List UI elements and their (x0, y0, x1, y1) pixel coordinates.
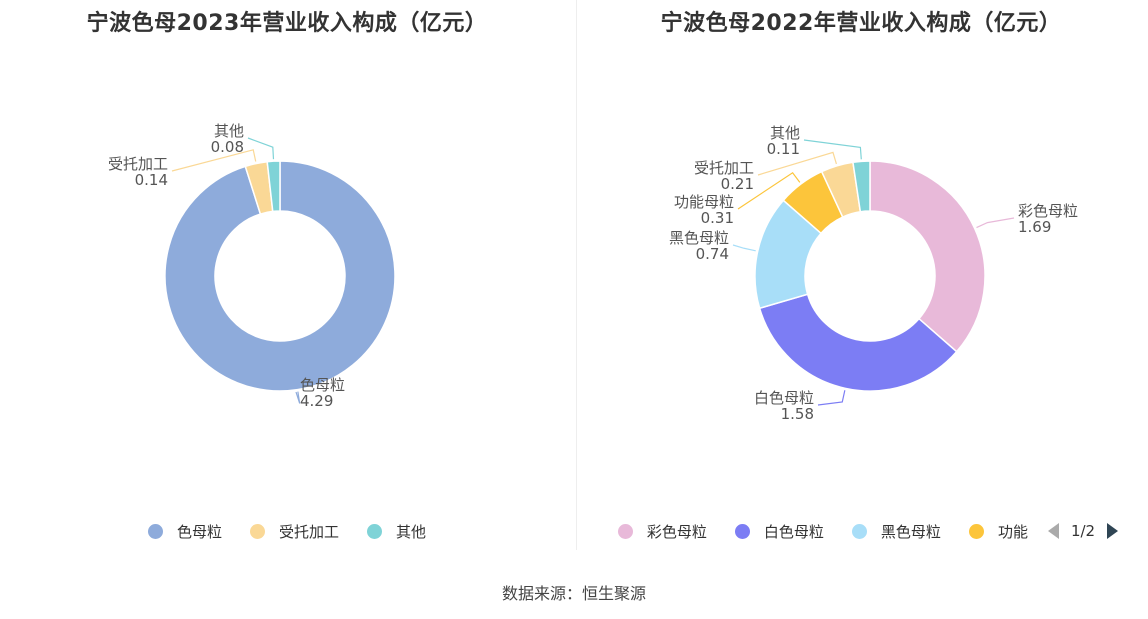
next-page-icon[interactable] (1107, 523, 1119, 539)
page-indicator: 1/2 (1070, 522, 1096, 540)
slice-value-label: 0.21 (721, 175, 754, 193)
legend-dot-icon (617, 523, 633, 539)
data-source: 数据来源：恒生聚源 (501, 584, 646, 603)
leader-line (295, 391, 301, 404)
chart-title: 宁波色母2022年营业收入构成（亿元） (660, 11, 1062, 36)
legend-item[interactable]: 彩色母粒 (617, 521, 707, 542)
slice-1 (869, 160, 986, 353)
legend-dot-icon (968, 523, 984, 539)
slice-value-label: 0.74 (696, 245, 729, 263)
slice-value-label: 1.58 (781, 405, 814, 423)
slice-label: 受托加工 (108, 155, 168, 173)
legend-dot-icon (147, 523, 163, 539)
slice-label: 功能母粒 (674, 193, 734, 211)
slice-label: 白色母粒 (754, 389, 814, 407)
slice-6 (852, 160, 871, 213)
slice-label: 色母粒 (300, 376, 345, 394)
slice-label: 黑色母粒 (669, 229, 729, 247)
legend-label: 彩色母粒 (646, 522, 707, 541)
legend-label: 功能 (997, 522, 1028, 541)
legend-label: 受托加工 (278, 522, 339, 541)
slice-1 (164, 160, 396, 392)
legend-item[interactable]: 功能 (968, 521, 1028, 542)
legend-dot-icon (734, 523, 750, 539)
legend-dot-icon (249, 523, 265, 539)
legend-item[interactable]: 其他 (367, 521, 426, 542)
slice-value-label: 4.29 (300, 392, 333, 410)
legend-label: 其他 (396, 522, 427, 541)
leader-line (737, 171, 801, 210)
chart-2023-panel: 宁波色母2023年营业收入构成（亿元） 色母粒 4.29 受托加工 0.14 其他 0.0… (0, 0, 574, 555)
legend-label: 白色母粒 (763, 522, 824, 541)
legend-dot-icon (851, 523, 867, 539)
legend-label: 黑色母粒 (880, 522, 941, 541)
leader-line (247, 137, 275, 160)
legend-dot-icon (367, 523, 382, 539)
legend-label: 色母粒 (176, 522, 222, 541)
slice-label: 彩色母粒 (1018, 202, 1078, 220)
leader-line (732, 244, 756, 252)
slice-value-label: 1.69 (1018, 218, 1051, 236)
slice-2 (758, 293, 958, 392)
slice-3 (266, 160, 281, 213)
legend: 彩色母粒 白色母粒 黑色母粒 功能 1/2 (574, 519, 1148, 543)
legend-item[interactable]: 色母粒 (147, 521, 222, 542)
slice-value-label: 0.31 (701, 209, 734, 227)
panel-divider (576, 0, 577, 550)
leader-line (757, 151, 837, 176)
legend-item[interactable]: 受托加工 (249, 521, 339, 542)
slice-label: 其他 (770, 124, 800, 142)
chart-title: 宁波色母2023年营业收入构成（亿元） (86, 11, 488, 36)
slice-value-label: 0.08 (211, 138, 244, 156)
slice-value-label: 0.11 (767, 140, 800, 158)
legend-pager: 1/2 (1047, 522, 1119, 540)
slice-label: 其他 (214, 122, 244, 140)
slice-value-label: 0.14 (135, 171, 168, 189)
prev-page-icon[interactable] (1047, 523, 1059, 539)
leader-line (976, 217, 1015, 229)
chart-2022-panel: 宁波色母2022年营业收入构成（亿元） 彩色母粒 1.69 白色母粒 1.58 黑色母粒… (574, 0, 1148, 555)
legend: 色母粒 受托加工 其他 (0, 519, 574, 543)
leader-line (171, 149, 257, 172)
legend-item[interactable]: 白色母粒 (734, 521, 824, 542)
slice-label: 受托加工 (694, 159, 754, 177)
legend-item[interactable]: 黑色母粒 (851, 521, 941, 542)
leader-line (803, 139, 862, 160)
leader-line (817, 390, 846, 406)
